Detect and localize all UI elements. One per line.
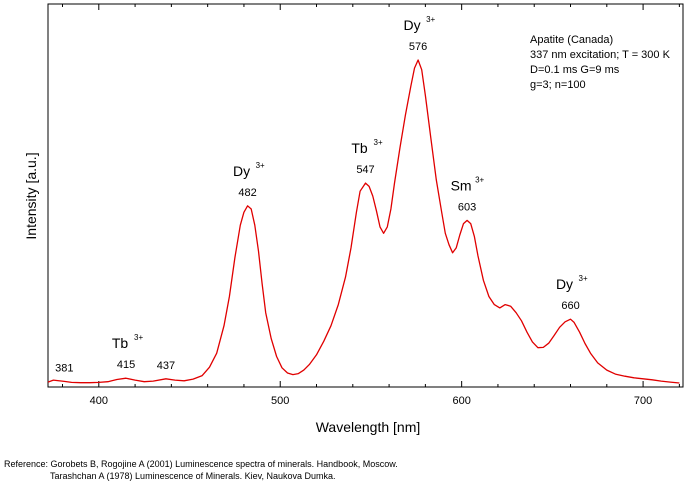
x-tick-label: 700 (634, 395, 652, 407)
ion-label: Tb (351, 140, 368, 156)
series-line (47, 59, 680, 384)
info-line: g=3; n=100 (530, 79, 586, 91)
ion-label: Tb (112, 335, 129, 351)
ion-label: Dy (404, 17, 421, 33)
x-tick-label: 400 (90, 395, 108, 407)
ion-superscript: 3+ (134, 333, 143, 342)
reference-line-1: Reference: Gorobets B, Rogojine A (2001)… (4, 459, 398, 469)
x-tick-label: 600 (452, 395, 470, 407)
peak-label: 437 (157, 360, 175, 372)
peak-label: 482 (238, 187, 256, 199)
y-axis-label: Intensity [a.u.] (23, 152, 39, 239)
peak-label: 547 (356, 164, 374, 176)
reference-line-2: Tarashchan A (1978) Luminescence of Mine… (50, 471, 336, 481)
x-axis-label: Wavelength [nm] (316, 419, 421, 435)
info-line: D=0.1 ms G=9 ms (530, 64, 620, 76)
ion-label: Dy (233, 163, 250, 179)
peak-label: 381 (55, 362, 73, 374)
info-line: 337 nm excitation; T = 300 K (530, 49, 671, 61)
ion-superscript: 3+ (426, 15, 435, 24)
peak-label: 415 (117, 359, 135, 371)
peak-label: 576 (409, 41, 427, 53)
plot-frame (47, 3, 684, 388)
ion-label: Dy (556, 276, 573, 292)
ion-superscript: 3+ (475, 175, 484, 184)
peak-label: 603 (458, 201, 476, 213)
peak-label: 660 (561, 300, 579, 312)
x-tick-label: 500 (271, 395, 289, 407)
ion-superscript: 3+ (256, 161, 265, 170)
ion-label: Sm (451, 177, 472, 193)
info-line: Apatite (Canada) (530, 34, 613, 46)
ion-superscript: 3+ (579, 274, 588, 283)
ion-superscript: 3+ (374, 138, 383, 147)
